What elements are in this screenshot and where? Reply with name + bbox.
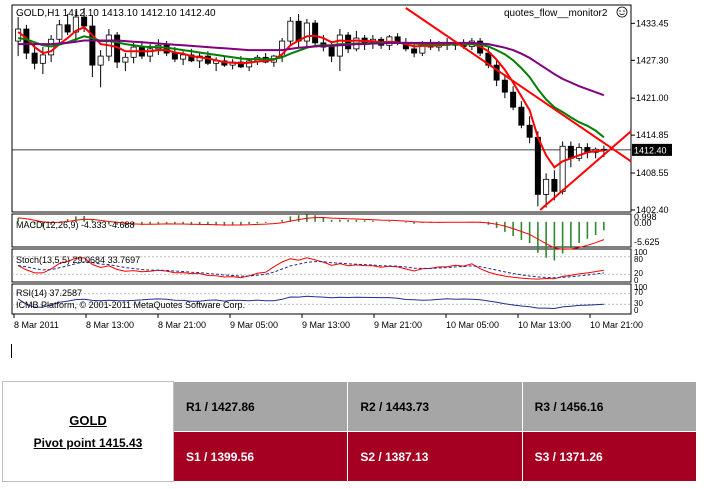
macd-tick: -5.625: [634, 237, 660, 247]
x-tick-label: 8 Mar 21:00: [158, 320, 206, 330]
candle-body: [147, 48, 154, 57]
y-tick-label: 1414.85: [636, 130, 669, 140]
x-tick-label: 9 Mar 05:00: [230, 320, 278, 330]
x-tick-label: 10 Mar 13:00: [518, 320, 571, 330]
current-price-box: [632, 143, 672, 156]
moving-average-line: [18, 39, 605, 97]
r1-cell: R1 / 1427.86: [172, 381, 349, 432]
stoch-main-line: [17, 257, 604, 280]
rsi-tick: 30: [634, 299, 643, 308]
y-tick-label: 1433.45: [636, 18, 669, 28]
pivot-cell: GOLD Pivot point 1415.43: [2, 381, 174, 482]
macd-ticks: 0.998 0.00 -5.625: [634, 212, 660, 247]
y-tick-label: 1427.30: [636, 55, 669, 65]
candle-body: [287, 20, 294, 42]
moving-average-line: [17, 26, 604, 169]
macd-tick: 0.00: [634, 218, 652, 228]
candle-body: [328, 46, 335, 57]
candle-body: [576, 147, 583, 159]
candle-body: [312, 22, 319, 44]
pivot-symbol: GOLD: [69, 413, 107, 428]
candle-body: [501, 79, 508, 93]
r2-cell: R2 / 1443.73: [347, 381, 523, 432]
candle-body: [510, 91, 517, 108]
candle-body: [534, 136, 541, 195]
y-tick-label: 1408.55: [636, 168, 669, 178]
candle-body: [567, 145, 574, 159]
stoch-tick: 80: [634, 255, 643, 264]
current-price-label: 1412.40: [634, 145, 667, 155]
r3-cell: R3 / 1456.16: [521, 381, 698, 432]
candle-body: [246, 60, 253, 68]
rsi-ticks: 100 70 30 0: [634, 283, 648, 315]
text-cursor: [11, 344, 12, 358]
s1-cell: S1 / 1399.56: [172, 431, 349, 482]
stoch-signal-line: [18, 261, 604, 279]
candle-body: [551, 178, 558, 192]
candle-body: [279, 40, 286, 57]
x-tick-label: 8 Mar 2011: [14, 320, 59, 330]
macd-label: MACD(12,26,9) -4.333 -4.688: [16, 220, 135, 230]
candle-body: [56, 24, 63, 40]
stoch-panel-frame: [11, 248, 632, 283]
indicator-name: quotes_flow__monitor2: [504, 8, 608, 19]
y-tick-label: 1402.40: [636, 205, 669, 215]
stoch-label: Stoch(13,5,5) 29.0684 33.7697: [16, 255, 140, 265]
stoch-ticks: 100 80 20 0: [634, 248, 648, 285]
smiley-icon: [616, 6, 628, 18]
rsi-tick: 70: [634, 288, 643, 297]
main-panel-marks: 1433.45 1427.30 1421.00 1414.85 1408.55 1402.…: [12, 7, 672, 330]
macd-panel-frame: [11, 213, 632, 248]
x-tick-label: 9 Mar 21:00: [374, 320, 422, 330]
macd-tick: 0.998: [634, 212, 657, 222]
candle-body: [303, 22, 310, 42]
stoch-tick: 100: [634, 248, 648, 257]
candle-body: [543, 178, 550, 195]
rsi-panel-frame: [11, 283, 632, 315]
candle-body: [171, 52, 178, 60]
candle-body: [81, 16, 88, 27]
candle-body: [89, 25, 96, 66]
rsi-tick: 0: [634, 306, 639, 315]
candle-body: [39, 54, 46, 64]
candle-body: [188, 54, 195, 62]
x-tick-label: 10 Mar 05:00: [446, 320, 499, 330]
candle-body: [97, 55, 104, 66]
candle-body: [122, 56, 129, 63]
candle-body: [559, 145, 566, 192]
chart-svg: 1433.45 1427.30 1421.00 1414.85 1408.55 1402.…: [11, 4, 672, 330]
rsi-label: RSI(14) 37.2587: [16, 288, 82, 298]
price-chart: 1433.45 1427.30 1421.00 1414.85 1408.55 1402.…: [11, 4, 672, 330]
candle-body: [295, 20, 302, 42]
candle-body: [64, 24, 71, 33]
resistance-trendline: [405, 7, 632, 163]
y-tick-label: 1421.00: [636, 93, 669, 103]
rsi-line: [17, 295, 604, 310]
symbol-header: GOLD,H1 1412.10 1413.10 1412.10 1412.40: [16, 8, 216, 19]
macd-signal-line: [18, 216, 605, 250]
candle-body: [526, 124, 533, 138]
x-tick-label: 8 Mar 13:00: [86, 320, 134, 330]
watermark: ICMB Platform, © 2001-2011 MetaQuotes So…: [16, 300, 245, 310]
rsi-tick: 100: [634, 283, 648, 292]
indicator-marks: [12, 214, 631, 310]
x-tick-label: 9 Mar 13:00: [302, 320, 350, 330]
candle-body: [31, 52, 38, 64]
s3-cell: S3 / 1371.26: [521, 431, 698, 482]
stoch-tick: 20: [634, 269, 643, 278]
pivot-point-label: Pivot point 1415.43: [33, 436, 143, 450]
pivot-table: GOLD Pivot point 1415.43 R1 / 1427.86 R2…: [2, 381, 698, 482]
candle-body: [411, 48, 418, 54]
candle-body: [237, 61, 244, 68]
stoch-tick: 0: [634, 276, 639, 285]
candle-body: [518, 106, 525, 126]
candle-body: [180, 54, 187, 60]
support-trendline: [539, 130, 632, 211]
s2-cell: S2 / 1387.13: [347, 431, 523, 482]
x-tick-label: 10 Mar 21:00: [590, 320, 643, 330]
